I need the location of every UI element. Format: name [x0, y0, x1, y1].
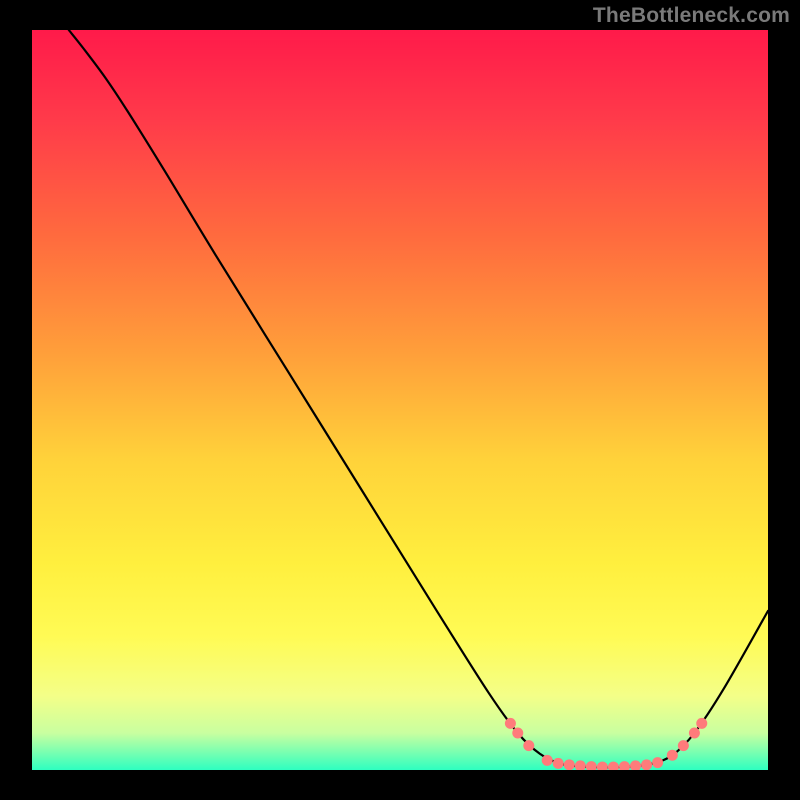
marker-point: [667, 750, 678, 761]
marker-point: [652, 757, 663, 768]
marker-point: [641, 759, 652, 770]
marker-point: [553, 758, 564, 769]
attribution-text: TheBottleneck.com: [593, 4, 790, 28]
plot-area: [32, 30, 768, 770]
marker-point: [512, 728, 523, 739]
chart-svg: [32, 30, 768, 770]
chart-stage: TheBottleneck.com: [0, 0, 800, 800]
marker-point: [696, 718, 707, 729]
marker-point: [523, 740, 534, 751]
marker-point: [678, 740, 689, 751]
marker-point: [542, 755, 553, 766]
marker-point: [689, 728, 700, 739]
marker-point: [564, 759, 575, 770]
marker-point: [505, 718, 516, 729]
gradient-background: [32, 30, 768, 770]
